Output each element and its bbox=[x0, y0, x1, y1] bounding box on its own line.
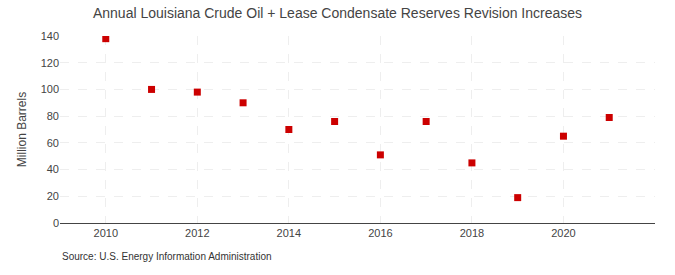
svg-text:2020: 2020 bbox=[551, 227, 575, 239]
svg-text:80: 80 bbox=[47, 110, 59, 122]
svg-text:0: 0 bbox=[53, 217, 59, 229]
svg-text:100: 100 bbox=[41, 83, 59, 95]
svg-text:140: 140 bbox=[41, 30, 59, 42]
svg-text:Source: U.S. Energy Informatio: Source: U.S. Energy Information Administ… bbox=[62, 251, 272, 262]
svg-text:2010: 2010 bbox=[94, 227, 118, 239]
svg-text:Annual Louisiana Crude Oil + L: Annual Louisiana Crude Oil + Lease Conde… bbox=[93, 5, 582, 21]
svg-text:2018: 2018 bbox=[460, 227, 484, 239]
svg-text:60: 60 bbox=[47, 137, 59, 149]
svg-text:40: 40 bbox=[47, 163, 59, 175]
svg-text:2012: 2012 bbox=[185, 227, 209, 239]
svg-text:20: 20 bbox=[47, 190, 59, 202]
svg-text:Million Barrels: Million Barrels bbox=[15, 92, 29, 167]
svg-text:120: 120 bbox=[41, 57, 59, 69]
svg-text:2016: 2016 bbox=[368, 227, 392, 239]
svg-text:2014: 2014 bbox=[277, 227, 301, 239]
